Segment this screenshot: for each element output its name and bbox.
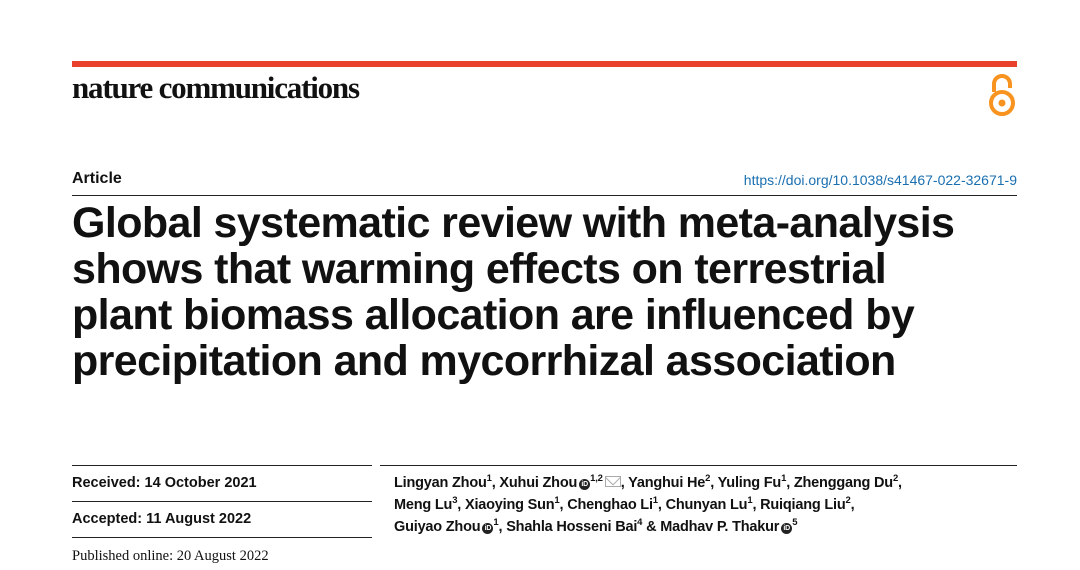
affiliation-number: 1 — [486, 473, 492, 485]
divider — [72, 465, 372, 466]
orcid-icon[interactable]: iD — [482, 523, 494, 534]
separator: , — [786, 475, 794, 491]
separator: , — [498, 519, 507, 535]
author[interactable]: Madhav P. Thakur — [660, 519, 780, 535]
separator: , — [457, 497, 465, 513]
divider — [72, 501, 372, 502]
separator: , — [752, 497, 761, 513]
author[interactable]: Lingyan Zhou — [394, 475, 487, 491]
received-date: Received: 14 October 2021 — [72, 475, 257, 491]
divider — [72, 537, 372, 538]
separator: , — [710, 475, 718, 491]
affiliation-number: 5 — [792, 517, 798, 529]
affiliation-number: 2 — [892, 473, 899, 485]
separator: , — [620, 475, 629, 491]
author[interactable]: Chunyan Lu — [665, 497, 748, 513]
article-type: Article — [72, 170, 122, 187]
journal-logo: nature communications — [72, 70, 360, 105]
open-access-lock-icon — [986, 72, 1018, 123]
orcid-icon[interactable]: iD — [579, 479, 591, 490]
separator: , — [850, 497, 855, 513]
email-icon[interactable] — [604, 476, 621, 487]
title-line: plant biomass allocation are influenced … — [72, 291, 915, 339]
author[interactable]: Chenghao Li — [567, 497, 653, 513]
separator: & — [642, 519, 661, 535]
author[interactable]: Meng Lu — [394, 497, 453, 513]
title-line: precipitation and mycorrhizal associatio… — [72, 337, 896, 385]
published-date: Published online: 20 August 2022 — [72, 548, 269, 564]
author[interactable]: Zhenggang Du — [793, 475, 893, 491]
author[interactable]: Yuling Fu — [717, 475, 782, 491]
author[interactable]: Xiaoying Sun — [464, 497, 555, 513]
header-rule — [72, 61, 1017, 67]
author-list: Lingyan Zhou1, Xuhui Zhou iD1,2, Yanghui … — [394, 472, 1014, 538]
affiliation-number: 2 — [845, 495, 851, 507]
separator: , — [898, 475, 902, 491]
doi-link[interactable]: https://doi.org/10.1038/s41467-022-32671… — [743, 172, 1017, 188]
affiliation-number: 1 — [652, 495, 658, 507]
separator: , — [657, 497, 666, 513]
title-line: shows that warming effects on terrestria… — [72, 245, 887, 293]
author[interactable]: Yanghui He — [628, 475, 706, 491]
author[interactable]: Guiyao Zhou — [394, 519, 481, 535]
affiliation-number: 4 — [637, 517, 643, 529]
divider — [72, 195, 1017, 196]
affiliation-number: 1 — [781, 473, 787, 485]
affiliation-number: 1,2 — [590, 473, 603, 485]
author[interactable]: Shahla Hosseni Bai — [506, 519, 638, 535]
separator: , — [491, 475, 500, 491]
article-title: Global systematic review with meta-analy… — [72, 200, 1032, 384]
affiliation-number: 1 — [493, 517, 499, 529]
affiliation-number: 1 — [554, 495, 560, 507]
affiliation-number: 2 — [705, 473, 711, 485]
divider — [380, 465, 1017, 466]
affiliation-number: 1 — [747, 495, 753, 507]
accepted-date: Accepted: 11 August 2022 — [72, 511, 252, 527]
orcid-icon[interactable]: iD — [781, 523, 793, 534]
affiliation-number: 3 — [452, 495, 458, 507]
author[interactable]: Ruiqiang Liu — [760, 497, 846, 513]
title-line: Global systematic review with meta-analy… — [72, 199, 955, 247]
author[interactable]: Xuhui Zhou — [499, 475, 578, 491]
separator: , — [559, 497, 568, 513]
